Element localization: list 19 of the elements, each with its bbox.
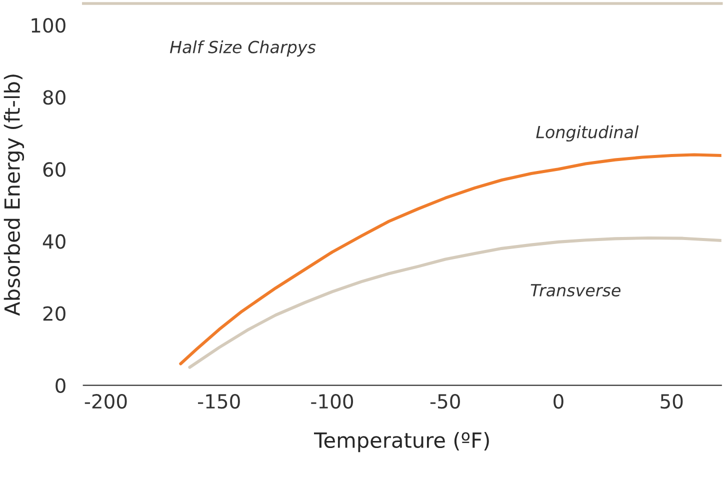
x-axis-title: Temperature (ºF) [314,432,489,452]
y-tick-label: 100 [32,18,66,33]
text: Transverse [530,284,620,297]
y-tick-label: 40 [42,234,66,249]
x-tick-label: 50 [660,394,683,409]
x-tick-label: 0 [554,394,564,409]
series-label: Longitudinal [536,125,639,142]
line-series [179,153,722,366]
line-series [188,236,722,369]
x-tick-label: -200 [84,394,127,409]
x-tick-label: -150 [198,394,240,409]
x-tick-label: -100 [311,394,354,409]
y-tick-label: 60 [43,162,66,177]
y-tick-label: 20 [43,306,66,321]
y-axis-title: Absorbed Energy (ft-lb) [4,74,24,316]
y-tick-label: 80 [43,90,66,105]
x-tick-label: -50 [430,394,460,409]
annotation: Half Size Charpys [170,40,316,57]
y-tick-label: 0 [56,378,66,393]
